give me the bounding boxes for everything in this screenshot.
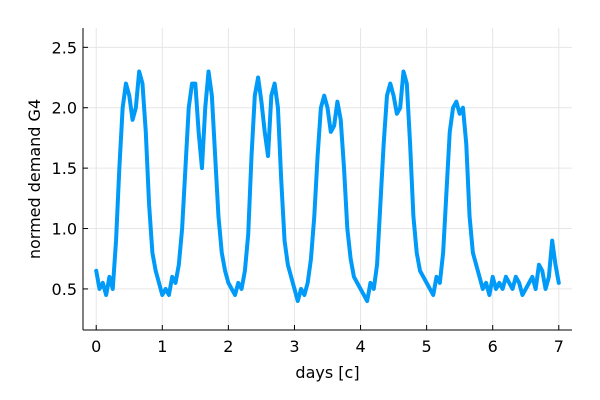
y-tick-label: 2.5 [52,38,77,57]
ticks: 0 1 2 3 4 5 6 7 0.5 1.0 1.5 2.0 2.5 [52,38,564,356]
axes [82,28,572,331]
x-tick-label: 3 [289,337,299,356]
y-tick-label: 2.0 [52,99,77,118]
x-tick-label: 2 [223,337,233,356]
grid [83,28,572,330]
y-tick-label: 1.0 [52,220,77,239]
y-tick-label: 0.5 [52,280,77,299]
series [94,69,561,304]
x-tick-label: 0 [91,337,101,356]
series-line [94,69,561,304]
x-tick-label: 1 [157,337,167,356]
x-tick-label: 4 [355,337,365,356]
y-tick-label: 1.5 [52,159,77,178]
x-tick-label: 5 [422,337,432,356]
x-tick-label: 7 [554,337,564,356]
y-axis-title: normed demand G4 [25,99,44,259]
x-tick-label: 6 [488,337,498,356]
x-axis-title: days [c] [295,363,359,382]
